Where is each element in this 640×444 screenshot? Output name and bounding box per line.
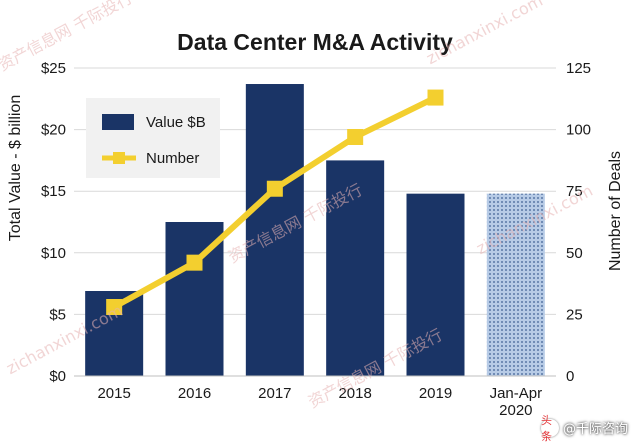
x-tick-label: 2019 bbox=[419, 385, 452, 402]
y2-tick-label: 125 bbox=[566, 60, 591, 77]
y-tick-label: $5 bbox=[49, 306, 66, 323]
line-point bbox=[266, 180, 283, 197]
axes: $0 $5 $10 $15 $20 $25 0 25 50 75 100 125 2015 2016 201… bbox=[41, 60, 591, 419]
line-point bbox=[427, 89, 444, 106]
x-tick-label: 2017 bbox=[258, 385, 291, 402]
branding: 头条 @千际咨询 bbox=[540, 414, 628, 443]
x-tick-label: Jan-Apr 2020 bbox=[490, 385, 543, 419]
y-axis-label: Total Value - $ billion bbox=[7, 95, 24, 241]
y-tick-label: $15 bbox=[41, 183, 66, 200]
bars bbox=[85, 84, 545, 377]
legend-box bbox=[86, 98, 220, 178]
legend: Value $B Number bbox=[86, 98, 220, 178]
legend-marker-number bbox=[113, 152, 125, 164]
y-tick-label: $20 bbox=[41, 122, 66, 139]
y-tick-label: $0 bbox=[49, 368, 66, 385]
y2-tick-label: 0 bbox=[566, 368, 574, 385]
legend-swatch-value bbox=[102, 114, 134, 130]
line-point bbox=[186, 254, 203, 271]
x-tick-label: 2016 bbox=[178, 385, 211, 402]
y2-tick-label: 75 bbox=[566, 183, 583, 200]
line-series bbox=[106, 89, 444, 316]
y2-tick-label: 25 bbox=[566, 306, 583, 323]
line-point bbox=[106, 299, 123, 316]
line-point bbox=[347, 128, 364, 145]
bar bbox=[406, 193, 465, 376]
chart-title: Data Center M&A Activity bbox=[177, 29, 453, 55]
branding-label: @千际咨询 bbox=[562, 422, 628, 437]
bar bbox=[486, 193, 545, 376]
toutiao-icon: 头条 bbox=[540, 414, 559, 443]
bar bbox=[245, 84, 304, 377]
y-tick-label: $25 bbox=[41, 60, 66, 77]
x-tick-label: 2018 bbox=[338, 385, 371, 402]
legend-label-value: Value $B bbox=[146, 114, 206, 131]
y-tick-label: $10 bbox=[41, 245, 66, 262]
bar bbox=[326, 160, 385, 376]
y2-axis-label: Number of Deals bbox=[607, 151, 624, 271]
y2-tick-label: 100 bbox=[566, 122, 591, 139]
x-tick-label: 2015 bbox=[97, 385, 130, 402]
legend-label-number: Number bbox=[146, 150, 199, 167]
y2-tick-label: 50 bbox=[566, 245, 583, 262]
